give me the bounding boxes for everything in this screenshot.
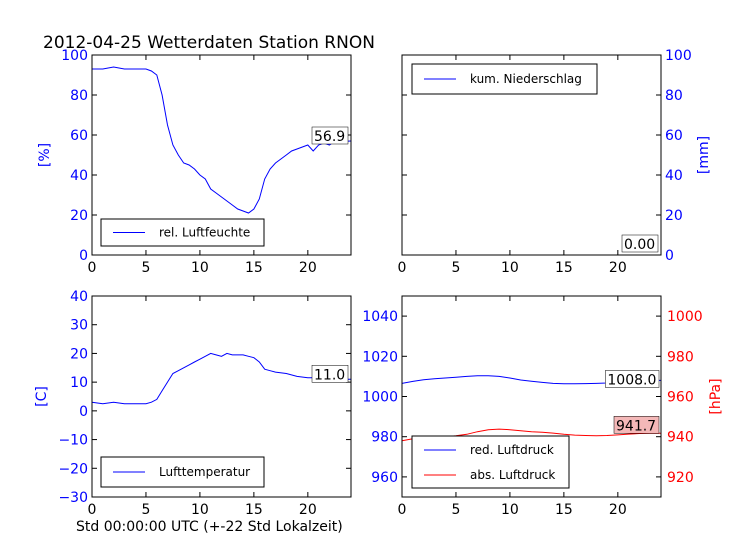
last-value-box xyxy=(613,416,660,434)
x-tick-label: 10 xyxy=(501,260,519,276)
legend-box xyxy=(100,218,265,247)
y-tick-label: 0 xyxy=(79,404,88,420)
y-tick-label: −20 xyxy=(58,461,88,477)
y-tick-label: 980 xyxy=(371,430,398,446)
series-line-2-0 xyxy=(91,352,351,405)
x-tick-label: 10 xyxy=(191,260,209,276)
legend-label: rel. Luftfeuchte xyxy=(159,226,250,240)
x-tick-label: 5 xyxy=(141,260,150,276)
last-value-label: 11.0 xyxy=(314,367,345,383)
x-tick-label: 0 xyxy=(398,502,407,518)
x-tick-label: 15 xyxy=(555,260,573,276)
y-tick-label: 20 xyxy=(70,208,88,224)
y-tick-label: 40 xyxy=(665,168,683,184)
y-tick-label: 60 xyxy=(665,128,683,144)
y-tick-label: 0 xyxy=(79,248,88,264)
y-tick-label: 30 xyxy=(70,318,88,334)
y-tick-label: 60 xyxy=(70,128,88,144)
x-tick-label: 20 xyxy=(609,260,627,276)
plot-frame xyxy=(91,295,352,498)
figure-x-axis-label: Std 00:00:00 UTC (+-22 Std Lokalzeit) xyxy=(76,519,343,535)
plot-frame xyxy=(401,54,662,256)
y-tick-label: −10 xyxy=(58,433,88,449)
x-tick-label: 20 xyxy=(299,260,317,276)
y-axis-label: [hPa] xyxy=(708,378,724,414)
x-tick-label: 15 xyxy=(245,502,263,518)
y2-tick-label: 920 xyxy=(667,470,694,486)
x-tick-label: 10 xyxy=(191,502,209,518)
x-tick-label: 10 xyxy=(501,502,519,518)
last-value-box xyxy=(621,234,659,253)
y-tick-label: 20 xyxy=(70,346,88,362)
last-value-label: 1008.0 xyxy=(607,372,656,388)
last-value-label: 941.7 xyxy=(616,418,656,434)
y-tick-label: 1040 xyxy=(362,309,398,325)
panel-bottom-right: 0 5 10 15 20 960 980 1000 1020 1040 920 940 960 980 10… xyxy=(362,295,724,518)
x-tick-label: 5 xyxy=(451,260,460,276)
y-axis-label: [C] xyxy=(34,386,50,407)
y-axis-label: [mm] xyxy=(696,136,712,174)
y-axis-label: [%] xyxy=(37,143,53,167)
y-tick-label: 80 xyxy=(70,88,88,104)
x-tick-label: 15 xyxy=(245,260,263,276)
legend-box xyxy=(411,435,570,489)
figure-title: 2012-04-25 Wetterdaten Station RNON xyxy=(43,33,375,53)
x-tick-label: 5 xyxy=(141,502,150,518)
y2-tick-label: 960 xyxy=(667,390,694,406)
y-tick-label: 100 xyxy=(61,48,88,64)
y-tick-label: 10 xyxy=(70,375,88,391)
y-tick-label: 1020 xyxy=(362,349,398,365)
last-value-box xyxy=(311,126,349,145)
x-tick-label: 5 xyxy=(451,502,460,518)
x-tick-label: 20 xyxy=(299,502,317,518)
series-line-0-0 xyxy=(92,66,352,214)
y-tick-label: 20 xyxy=(665,208,683,224)
legend-label: kum. Niederschlag xyxy=(470,72,582,86)
x-tick-label: 0 xyxy=(88,260,97,276)
panel-bottom-left: 0 5 10 15 20 −30 −20 −10 0 10 20 30 40 [C] 11.0 Lufttem… xyxy=(34,289,352,518)
y2-tick-label: 980 xyxy=(667,349,694,365)
x-tick-label: 20 xyxy=(609,502,627,518)
legend-label: red. Luftdruck xyxy=(470,443,554,457)
y-tick-label: 80 xyxy=(665,88,683,104)
y-tick-label: 0 xyxy=(665,248,674,264)
last-value-label: 0.00 xyxy=(624,237,655,253)
legend-label: Lufttemperatur xyxy=(159,465,250,479)
y2-tick-label: 1000 xyxy=(667,309,703,325)
y-tick-label: 40 xyxy=(70,289,88,305)
last-value-box xyxy=(605,370,660,388)
x-tick-label: 0 xyxy=(398,260,407,276)
y-tick-label: 1000 xyxy=(362,390,398,406)
y2-tick-label: 940 xyxy=(667,430,694,446)
y-tick-label: 960 xyxy=(371,470,398,486)
y-tick-label: −30 xyxy=(58,490,88,506)
panel-top-left: 0 5 10 15 20 0 20 40 60 80 100 [%] 56.9 rel. Luftfeuc… xyxy=(37,48,352,276)
y-tick-label: 100 xyxy=(665,48,692,64)
last-value-box xyxy=(311,365,349,383)
legend-label: abs. Luftdruck xyxy=(470,468,555,482)
y-tick-label: 40 xyxy=(70,168,88,184)
panel-top-right: 0 5 10 15 20 0 20 40 60 80 100 [mm] 0.00 kum. Nieders… xyxy=(398,48,712,276)
last-value-label: 56.9 xyxy=(314,129,345,145)
x-tick-label: 15 xyxy=(555,502,573,518)
x-tick-label: 0 xyxy=(88,502,97,518)
plot-frame xyxy=(91,54,352,256)
